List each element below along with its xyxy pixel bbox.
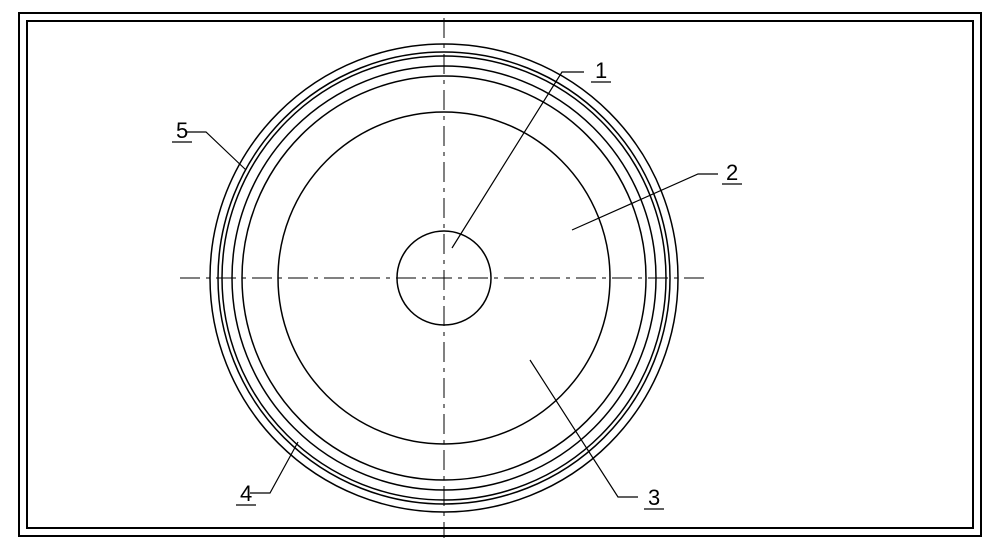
leader-3: [530, 360, 638, 497]
callout-label-5: 5: [176, 118, 188, 143]
callout-label-4: 4: [240, 481, 252, 506]
leader-5: [186, 132, 246, 170]
leader-1: [452, 72, 584, 248]
callout-label-2: 2: [726, 160, 738, 185]
callout-label-1: 1: [595, 58, 607, 83]
drawing-container: 1 2 3 4 5: [0, 0, 1000, 549]
leader-4: [250, 442, 298, 493]
callout-label-3: 3: [648, 485, 660, 510]
technical-diagram: 1 2 3 4 5: [0, 0, 1000, 549]
